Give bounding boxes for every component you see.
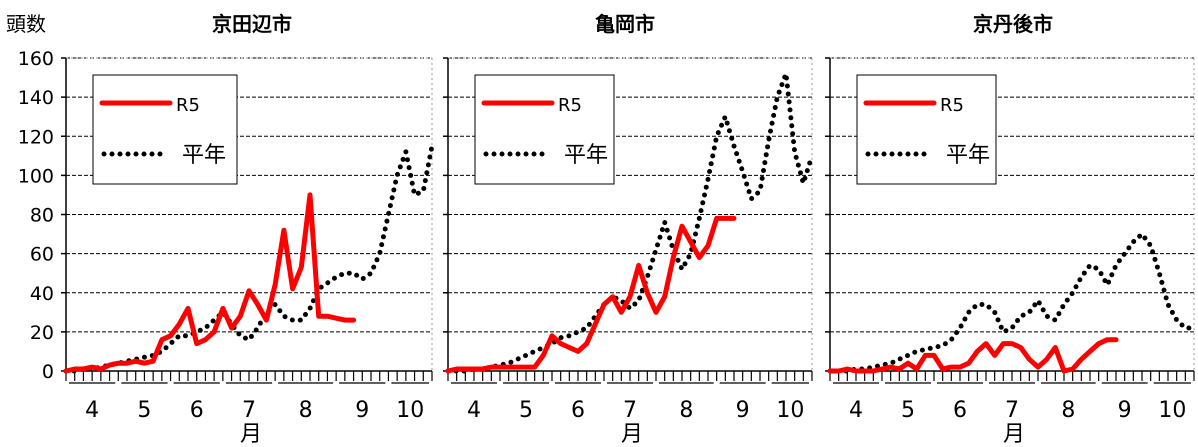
x-tick-label: 10: [1158, 398, 1186, 423]
x-tick-label: 4: [85, 398, 99, 423]
legend-r5-label: R5: [176, 95, 200, 116]
y-tick-label: 140: [18, 87, 54, 109]
panel-title: 亀岡市: [595, 12, 655, 36]
y-tick-label: 40: [30, 283, 54, 305]
y-tick-label: 60: [30, 244, 54, 266]
y-tick-label: 0: [42, 361, 54, 383]
x-tick-label: 7: [1005, 398, 1019, 423]
x-tick-label: 10: [396, 398, 424, 423]
legend-box: [856, 74, 997, 185]
panel-2: 亀岡市 4 5 6 7 8 9 10 月 R5 平年: [443, 12, 815, 447]
panel-title: 京丹後市: [973, 12, 1053, 36]
legend-normal-label: 平年: [564, 143, 608, 168]
legend-r5-label: R5: [940, 95, 964, 116]
x-tick-label: 8: [1061, 398, 1075, 423]
y-tick-label: 100: [18, 165, 54, 187]
x-tick-label: 4: [467, 398, 481, 423]
x-tick-label: 7: [242, 398, 256, 423]
y-axis-label: 頭数: [6, 12, 46, 36]
series-r5-line: [827, 337, 1119, 374]
panel-title: 京田辺市: [212, 12, 292, 36]
x-tick-label: 10: [776, 398, 804, 423]
y-tick-label: 120: [18, 126, 54, 148]
series-normal-line: [827, 231, 1197, 374]
legend-normal-label: 平年: [182, 143, 226, 168]
y-tick-label: 160: [18, 48, 54, 70]
x-tick-label: 9: [1118, 398, 1132, 423]
panel-1: 京田辺市 0 20 40 60 80 100 120 140 160 4 5 6 7 8 9 10 月 R5 平年: [18, 12, 435, 447]
y-tick-label: 80: [30, 205, 54, 227]
x-tick-label: 8: [299, 398, 313, 423]
x-axis-label: 月: [240, 422, 262, 443]
legend-box: [474, 74, 615, 185]
legend-r5-label: R5: [558, 95, 582, 116]
x-axis-label: 月: [1003, 422, 1025, 443]
legend: R5 平年: [92, 74, 238, 185]
x-tick-label: 5: [137, 398, 151, 423]
panel-3: 京丹後市 4 5 6 7 8 9 10 月 R5 平年: [825, 12, 1197, 447]
x-axis-label: 月: [621, 422, 643, 443]
x-tick-label: 9: [736, 398, 750, 423]
x-tick-label: 6: [953, 398, 967, 423]
legend-normal-label: 平年: [946, 143, 990, 168]
series-r5-line: [445, 215, 737, 374]
x-tick-label: 5: [519, 398, 533, 423]
x-tick-label: 8: [679, 398, 693, 423]
legend-box: [92, 74, 238, 185]
x-tick-label: 5: [901, 398, 915, 423]
x-tick-label: 7: [623, 398, 637, 423]
legend: R5 平年: [856, 74, 997, 185]
x-tick-label: 6: [190, 398, 204, 423]
x-tick-label: 6: [571, 398, 585, 423]
series-r5-line: [63, 192, 357, 374]
x-tick-label: 4: [849, 398, 863, 423]
legend: R5 平年: [474, 74, 615, 185]
series-normal-line: [445, 71, 815, 374]
x-tick-label: 9: [355, 398, 369, 423]
y-tick-label: 20: [30, 322, 54, 344]
